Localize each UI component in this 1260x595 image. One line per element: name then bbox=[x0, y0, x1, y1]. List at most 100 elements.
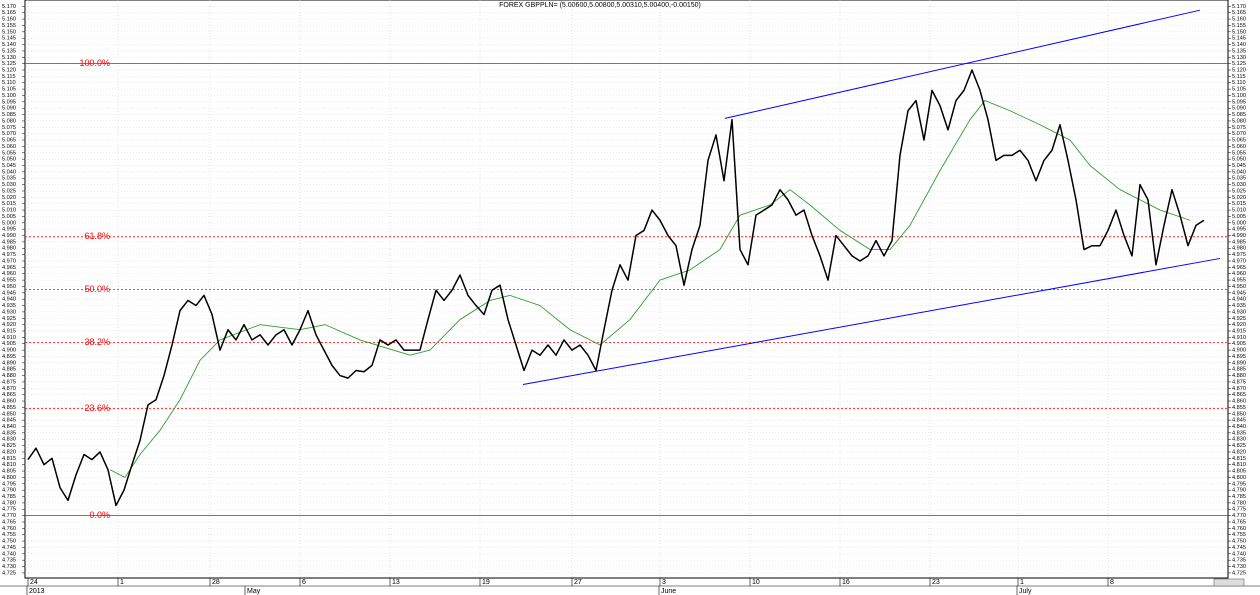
y-tick-label: 5.080 bbox=[2, 118, 16, 124]
y-tick-label: 5.130 bbox=[1232, 55, 1246, 61]
y-tick-label: 5.070 bbox=[1232, 131, 1246, 137]
y-tick-label: 4.775 bbox=[2, 507, 16, 513]
y-tick-label: 5.100 bbox=[2, 93, 16, 99]
y-tick-label: 5.085 bbox=[1232, 112, 1246, 118]
y-tick-label: 5.060 bbox=[2, 144, 16, 150]
y-tick-label: 5.065 bbox=[1232, 138, 1246, 144]
y-tick-label: 5.025 bbox=[1232, 188, 1246, 194]
y-tick-label: 5.035 bbox=[2, 176, 16, 182]
y-tick-label: 4.950 bbox=[2, 284, 16, 290]
y-tick-label: 5.100 bbox=[1232, 93, 1246, 99]
chart-title: FOREX GBPPLN= (5.00600,5.00800,5.00310,5… bbox=[499, 2, 701, 9]
y-tick-label: 4.790 bbox=[1232, 488, 1246, 494]
y-tick-label: 4.810 bbox=[1232, 462, 1246, 468]
y-tick-label: 4.930 bbox=[1232, 309, 1246, 315]
y-tick-label: 4.870 bbox=[2, 386, 16, 392]
fib-label: 0.0% bbox=[89, 510, 110, 520]
y-tick-label: 5.055 bbox=[2, 150, 16, 156]
y-tick-label: 5.020 bbox=[2, 195, 16, 201]
y-tick-label: 4.935 bbox=[1232, 303, 1246, 309]
y-tick-label: 5.090 bbox=[2, 106, 16, 112]
y-tick-label: 5.120 bbox=[2, 68, 16, 74]
y-tick-label: 4.950 bbox=[1232, 284, 1246, 290]
y-tick-label: 5.010 bbox=[2, 208, 16, 214]
plot-frame bbox=[24, 0, 1229, 579]
x-tick-label: 16 bbox=[842, 579, 850, 586]
y-tick-label: 5.060 bbox=[1232, 144, 1246, 150]
x-tick-label: 13 bbox=[392, 579, 400, 586]
y-tick-label: 5.105 bbox=[1232, 87, 1246, 93]
period-label: July bbox=[1019, 588, 1032, 595]
y-tick-label: 5.140 bbox=[2, 42, 16, 48]
x-tick-label: 28 bbox=[212, 579, 220, 586]
y-tick-label: 4.775 bbox=[1232, 507, 1246, 513]
y-tick-label: 4.850 bbox=[1232, 411, 1246, 417]
y-tick-label: 4.995 bbox=[1232, 227, 1246, 233]
y-tick-label: 5.130 bbox=[2, 55, 16, 61]
y-tick-label: 4.930 bbox=[2, 309, 16, 315]
y-tick-label: 5.170 bbox=[1232, 4, 1246, 10]
y-tick-label: 4.940 bbox=[1232, 297, 1246, 303]
x-tick-label: 24 bbox=[30, 579, 38, 586]
y-tick-label: 5.115 bbox=[1232, 74, 1246, 80]
x-tick-label: 23 bbox=[932, 579, 940, 586]
y-tick-label: 5.120 bbox=[1232, 68, 1246, 74]
x-tick-label: 1 bbox=[120, 579, 124, 586]
y-tick-label: 4.960 bbox=[2, 271, 16, 277]
y-tick-label: 5.075 bbox=[1232, 125, 1246, 131]
y-tick-label: 5.005 bbox=[1232, 214, 1246, 220]
y-tick-label: 5.160 bbox=[2, 17, 16, 23]
fib-label: 50.0% bbox=[84, 284, 110, 294]
y-tick-label: 4.755 bbox=[1232, 532, 1246, 538]
y-tick-label: 5.125 bbox=[2, 61, 16, 67]
y-tick-label: 5.030 bbox=[2, 182, 16, 188]
y-tick-label: 4.875 bbox=[1232, 379, 1246, 385]
y-tick-label: 5.040 bbox=[1232, 169, 1246, 175]
y-tick-label: 4.770 bbox=[2, 513, 16, 519]
y-tick-label: 5.145 bbox=[2, 36, 16, 42]
y-tick-label: 4.905 bbox=[2, 341, 16, 347]
y-tick-label: 5.005 bbox=[2, 214, 16, 220]
y-tick-label: 4.765 bbox=[2, 519, 16, 525]
y-tick-label: 5.140 bbox=[1232, 42, 1246, 48]
y-tick-label: 4.915 bbox=[2, 328, 16, 334]
y-tick-label: 4.995 bbox=[2, 227, 16, 233]
y-tick-label: 4.795 bbox=[2, 481, 16, 487]
y-tick-label: 4.945 bbox=[1232, 290, 1246, 296]
x-tick-label: 1 bbox=[1020, 579, 1024, 586]
y-tick-label: 5.000 bbox=[2, 220, 16, 226]
y-tick-label: 5.030 bbox=[1232, 182, 1246, 188]
y-tick-label: 4.805 bbox=[1232, 469, 1246, 475]
y-tick-label: 5.150 bbox=[2, 29, 16, 35]
y-tick-label: 4.740 bbox=[1232, 551, 1246, 557]
y-tick-label: 4.940 bbox=[2, 297, 16, 303]
y-tick-label: 4.750 bbox=[1232, 539, 1246, 545]
y-tick-label: 5.045 bbox=[1232, 163, 1246, 169]
y-tick-label: 4.795 bbox=[1232, 481, 1246, 487]
y-tick-label: 4.805 bbox=[2, 469, 16, 475]
y-tick-label: 5.160 bbox=[1232, 17, 1246, 23]
y-tick-label: 4.765 bbox=[1232, 519, 1246, 525]
y-tick-label: 5.150 bbox=[1232, 29, 1246, 35]
y-tick-label: 4.970 bbox=[1232, 258, 1246, 264]
y-tick-label: 4.870 bbox=[1232, 386, 1246, 392]
y-tick-label: 4.770 bbox=[1232, 513, 1246, 519]
y-tick-label: 4.740 bbox=[2, 551, 16, 557]
y-tick-label: 5.095 bbox=[1232, 99, 1246, 105]
y-tick-label: 4.730 bbox=[1232, 564, 1246, 570]
period-label: June bbox=[661, 588, 676, 595]
y-tick-label: 4.735 bbox=[1232, 558, 1246, 564]
scroll-box[interactable] bbox=[1213, 578, 1245, 587]
y-tick-label: 4.785 bbox=[1232, 494, 1246, 500]
y-tick-label: 4.820 bbox=[1232, 449, 1246, 455]
y-tick-label: 5.105 bbox=[2, 87, 16, 93]
fib-label: 61.8% bbox=[84, 231, 110, 241]
y-tick-label: 4.990 bbox=[2, 233, 16, 239]
y-tick-label: 4.910 bbox=[2, 335, 16, 341]
y-tick-label: 4.830 bbox=[1232, 437, 1246, 443]
y-tick-label: 4.825 bbox=[2, 443, 16, 449]
y-tick-label: 4.965 bbox=[2, 265, 16, 271]
y-tick-label: 4.905 bbox=[1232, 341, 1246, 347]
y-tick-label: 5.125 bbox=[1232, 61, 1246, 67]
